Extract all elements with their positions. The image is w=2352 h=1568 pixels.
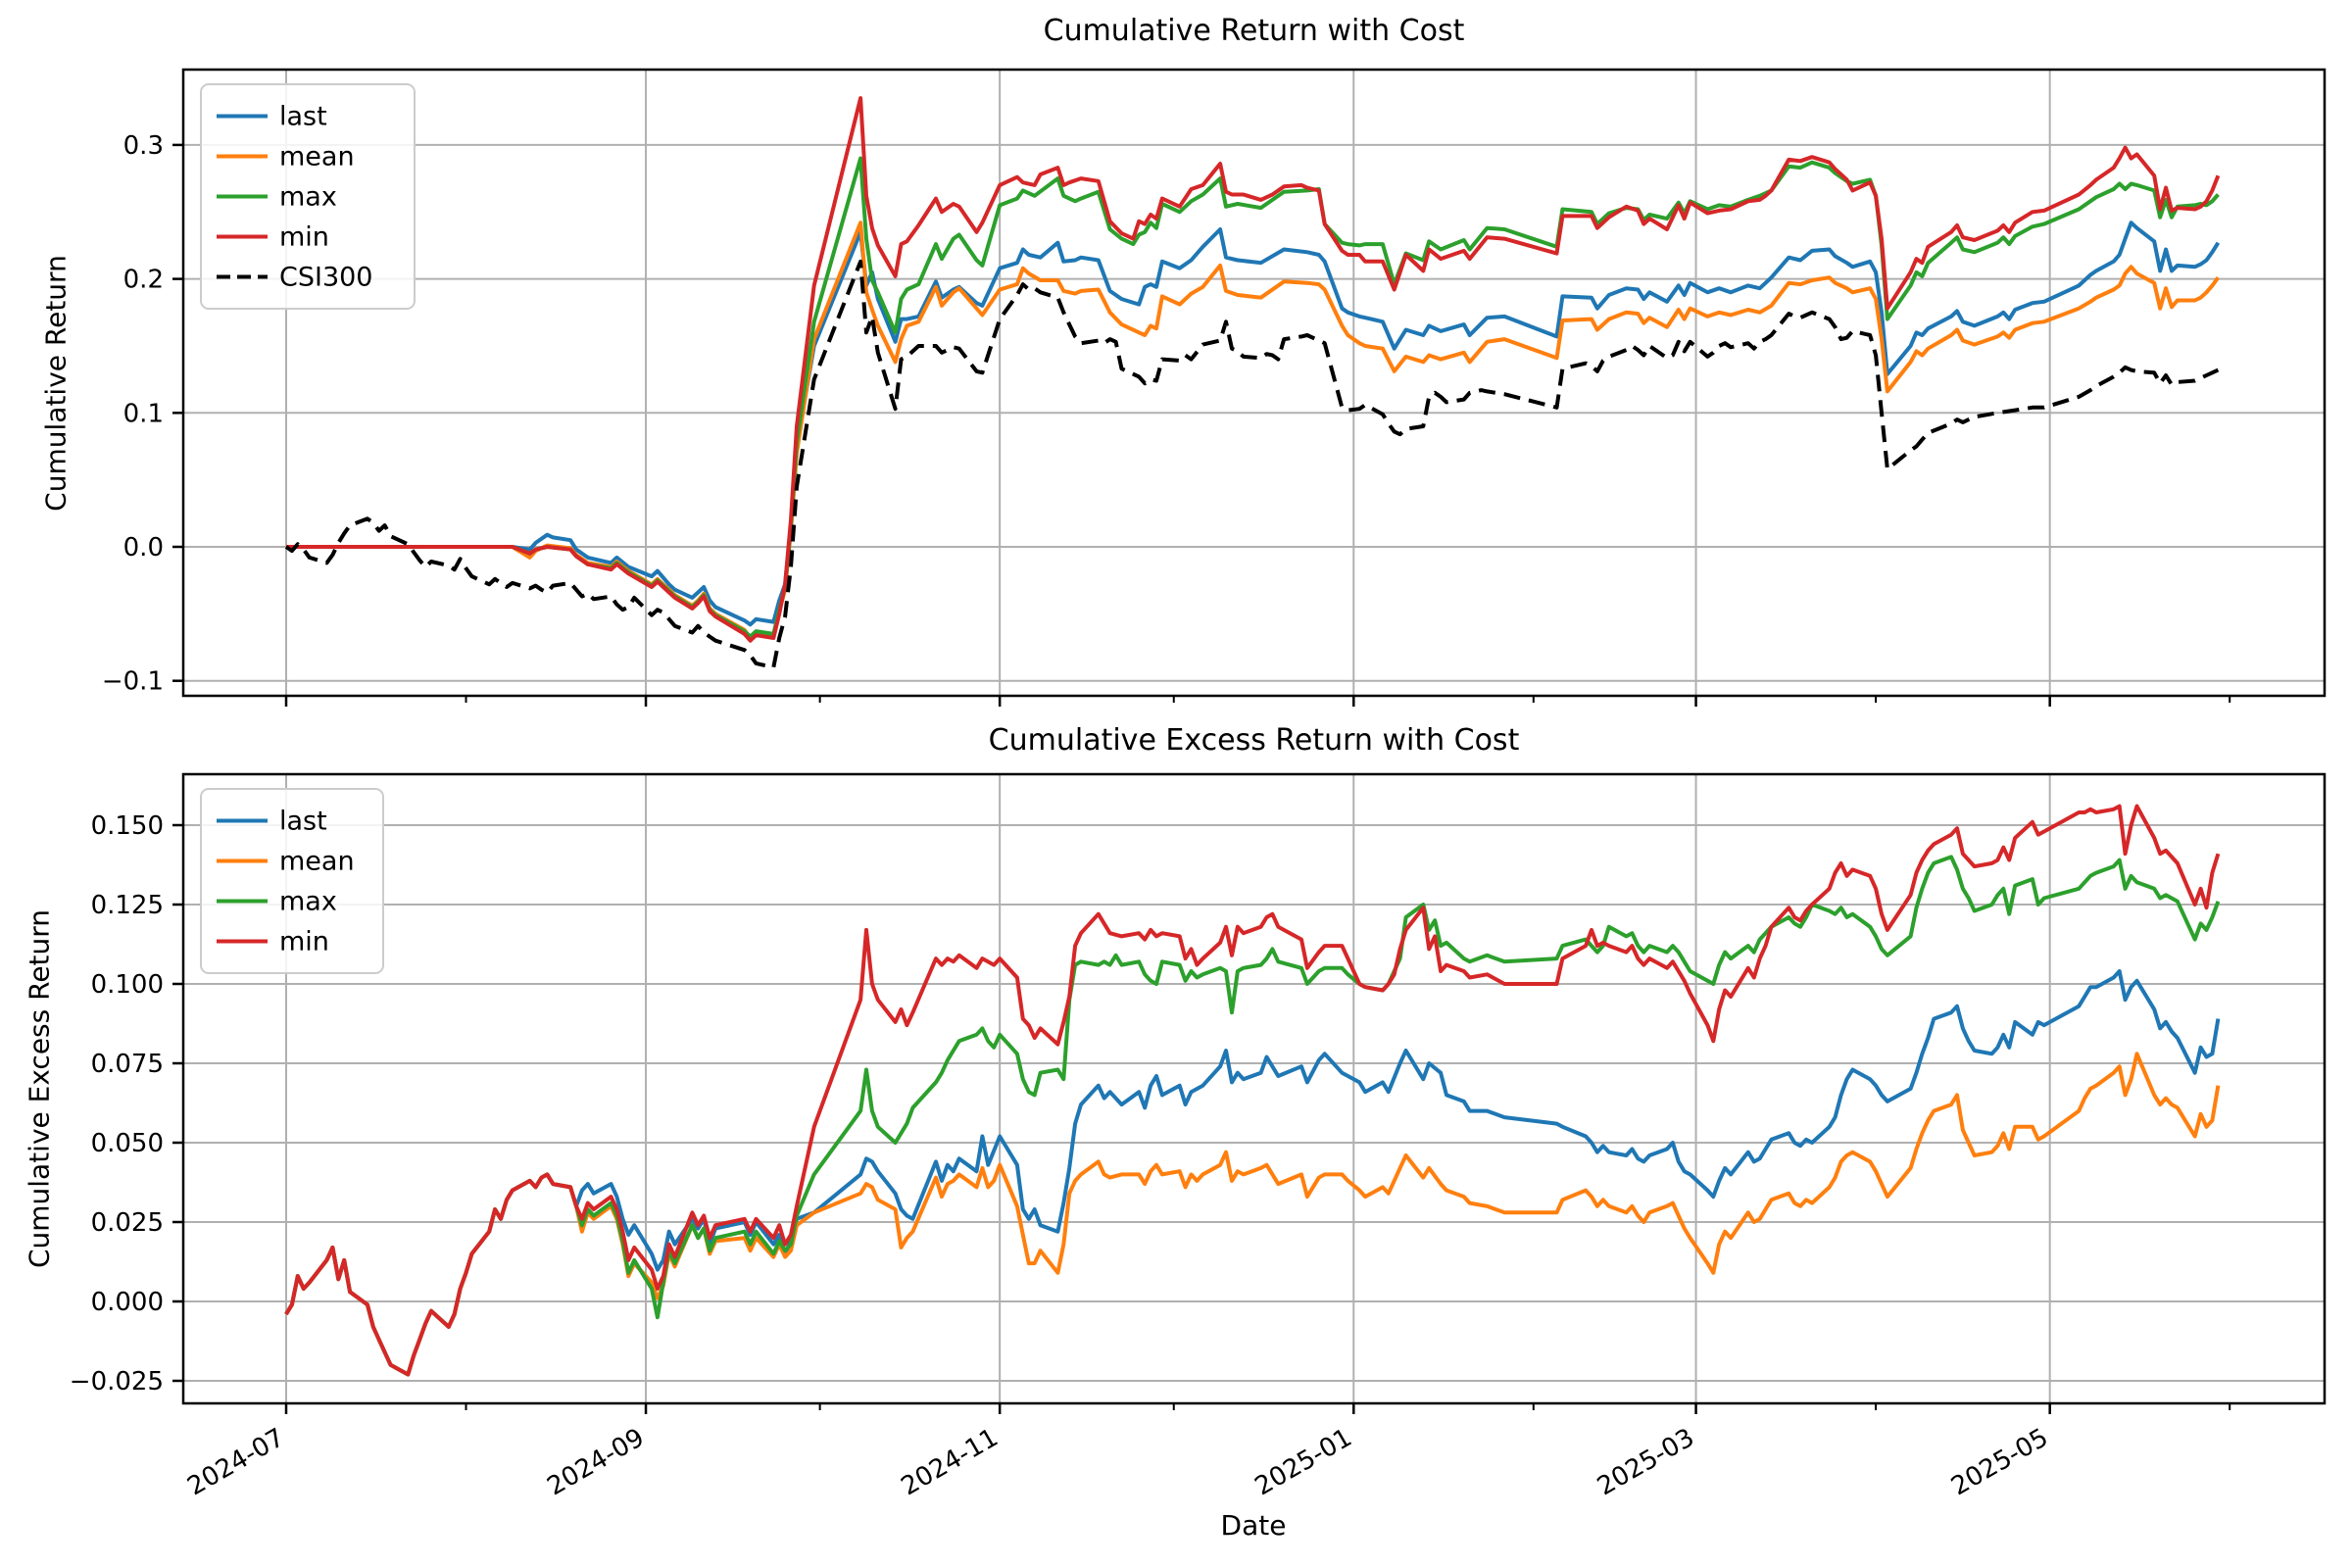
series-line-mean xyxy=(284,1052,2221,1377)
y-tick-label: 0.2 xyxy=(123,266,164,295)
legend-label-max: max xyxy=(279,887,337,917)
series-line-mean xyxy=(286,220,2221,640)
y-tick-label: 0.075 xyxy=(91,1050,164,1079)
y-tick-label: −0.1 xyxy=(102,667,164,697)
y-tick-label: 0.100 xyxy=(91,970,164,1000)
chart1-title: Cumulative Return with Cost xyxy=(1043,14,1465,48)
y-tick-label: 0.150 xyxy=(91,811,164,841)
axes-spine xyxy=(181,772,2327,1405)
x-tick-label: 2025-05 xyxy=(1946,1423,2053,1501)
legend-label-max: max xyxy=(279,182,337,213)
series-line-CSI300 xyxy=(284,259,2220,669)
y-tick-label: −0.025 xyxy=(70,1367,164,1396)
axes-spine xyxy=(181,68,2327,698)
legend-label-CSI300: CSI300 xyxy=(279,263,373,293)
x-tick-label: 2025-01 xyxy=(1250,1423,1357,1501)
y-tick-label: 0.050 xyxy=(91,1129,164,1158)
legend-box xyxy=(200,788,384,974)
x-tick-label: 2025-03 xyxy=(1592,1423,1699,1501)
x-tick-label: 2024-11 xyxy=(897,1423,1004,1501)
series-line-max xyxy=(284,855,2221,1377)
series-line-min xyxy=(286,96,2221,643)
series-group xyxy=(284,96,2221,669)
x-tick-label: 2024-09 xyxy=(542,1423,649,1501)
legend-label-min: min xyxy=(279,927,329,957)
legend-label-last: last xyxy=(279,807,327,837)
y-tick-label: 0.3 xyxy=(123,131,164,161)
legend-label-min: min xyxy=(279,222,329,253)
y-tick-label: 0.0 xyxy=(123,533,164,563)
x-tick-label: 2024-07 xyxy=(182,1423,289,1501)
y-tick-label: 0.000 xyxy=(91,1288,164,1317)
legend-box xyxy=(200,83,416,310)
y-tick-label: 0.125 xyxy=(91,891,164,920)
y-tick-label: 0.1 xyxy=(123,399,164,428)
series-line-max xyxy=(286,156,2220,639)
series-line-min xyxy=(284,804,2221,1377)
legend-label-last: last xyxy=(279,102,327,132)
chart2-y-axis-label: Cumulative Excess Return xyxy=(23,908,56,1269)
legend-label-mean: mean xyxy=(279,847,355,877)
chart1-y-axis-label: Cumulative Return xyxy=(39,255,73,512)
x-axis-label: Date xyxy=(1220,1509,1287,1542)
legend-label-mean: mean xyxy=(279,142,355,172)
chart2-title: Cumulative Excess Return with Cost xyxy=(988,723,1520,758)
series-line-last xyxy=(286,220,2221,627)
y-tick-label: 0.025 xyxy=(91,1208,164,1238)
series-group xyxy=(284,804,2221,1377)
